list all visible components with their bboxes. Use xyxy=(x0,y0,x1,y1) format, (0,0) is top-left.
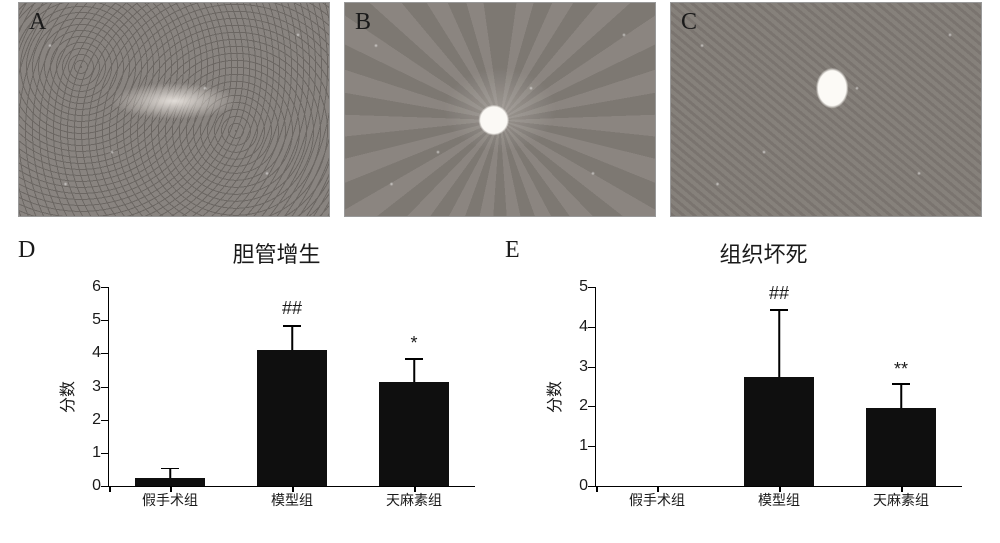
ytick-label: 5 xyxy=(92,311,101,329)
bar: ** xyxy=(866,408,937,486)
ytick xyxy=(101,453,109,454)
ytick-label: 4 xyxy=(579,318,588,336)
ytick xyxy=(101,320,109,321)
significance-annotation: * xyxy=(410,333,417,354)
ytick-label: 1 xyxy=(92,444,101,462)
ytick-label: 2 xyxy=(579,397,588,415)
xtick xyxy=(901,486,903,492)
error-bar xyxy=(169,469,171,477)
bar: * xyxy=(379,382,450,486)
micrograph-speckle xyxy=(19,3,329,216)
bar-slot: ##模型组 xyxy=(718,287,840,486)
micrograph-panel-a: A xyxy=(18,2,330,217)
chart-d-title: 胆管增生 xyxy=(58,237,495,269)
chart-d-area: 分数 假手术组##模型组*天麻素组 0123456 xyxy=(76,277,485,517)
ytick-label: 0 xyxy=(92,477,101,495)
error-cap xyxy=(892,383,910,385)
xtick xyxy=(414,486,416,492)
ytick xyxy=(101,387,109,388)
ytick xyxy=(101,287,109,288)
xtick xyxy=(657,486,659,492)
error-cap xyxy=(161,468,179,470)
bar: ## xyxy=(744,377,815,486)
error-bar xyxy=(291,327,293,350)
chart-d-block: D 胆管增生 分数 假手术组##模型组*天麻素组 0123456 xyxy=(18,237,495,517)
chart-e-area: 分数 假手术组##模型组**天麻素组 012345 xyxy=(563,277,972,517)
ytick xyxy=(588,327,596,328)
ytick xyxy=(588,446,596,447)
chart-d-ylabel: 分数 xyxy=(54,381,78,413)
ytick-label: 3 xyxy=(579,358,588,376)
significance-annotation: ** xyxy=(894,359,908,380)
error-cap xyxy=(770,309,788,311)
bar: ## xyxy=(257,350,328,486)
micrograph-speckle xyxy=(671,3,981,216)
error-bar xyxy=(778,311,780,377)
ytick-label: 4 xyxy=(92,344,101,362)
bar-slot: 假手术组 xyxy=(596,287,718,486)
xtick xyxy=(170,486,172,492)
xtick xyxy=(779,486,781,492)
x-category-label: 假手术组 xyxy=(629,490,685,510)
chart-e-ylabel: 分数 xyxy=(541,381,565,413)
error-cap xyxy=(405,358,423,360)
chart-d-plot: 假手术组##模型组*天麻素组 0123456 xyxy=(108,287,475,487)
ytick xyxy=(101,486,109,487)
ytick-label: 1 xyxy=(579,437,588,455)
micrograph-panel-c: C xyxy=(670,2,982,217)
ytick xyxy=(588,486,596,487)
x-category-label: 假手术组 xyxy=(142,490,198,510)
x-category-label: 天麻素组 xyxy=(873,490,929,510)
panel-label-d: D xyxy=(18,237,35,264)
micrograph-panel-b: B xyxy=(344,2,656,217)
error-bar xyxy=(413,360,415,382)
ytick xyxy=(588,287,596,288)
ytick xyxy=(101,353,109,354)
micrograph-row: A B C xyxy=(0,0,1000,217)
xtick xyxy=(109,486,111,492)
bar xyxy=(135,478,206,486)
chart-row: D 胆管增生 分数 假手术组##模型组*天麻素组 0123456 E 组织坏死 … xyxy=(0,217,1000,517)
micrograph-speckle xyxy=(345,3,655,216)
chart-e-bars: 假手术组##模型组**天麻素组 xyxy=(596,287,962,486)
ytick xyxy=(588,406,596,407)
panel-label-a: A xyxy=(29,9,46,36)
ytick-label: 5 xyxy=(579,278,588,296)
bar-slot: **天麻素组 xyxy=(840,287,962,486)
xtick xyxy=(596,486,598,492)
x-category-label: 模型组 xyxy=(758,490,800,510)
bar-slot: *天麻素组 xyxy=(353,287,475,486)
panel-label-e: E xyxy=(505,237,520,264)
xtick xyxy=(292,486,294,492)
ytick-label: 6 xyxy=(92,278,101,296)
significance-annotation: ## xyxy=(769,283,789,304)
error-cap xyxy=(283,325,301,327)
x-category-label: 天麻素组 xyxy=(386,490,442,510)
error-bar xyxy=(900,385,902,409)
ytick-label: 2 xyxy=(92,411,101,429)
x-category-label: 模型组 xyxy=(271,490,313,510)
chart-e-title: 组织坏死 xyxy=(545,237,982,269)
chart-e-block: E 组织坏死 分数 假手术组##模型组**天麻素组 012345 xyxy=(505,237,982,517)
bar-slot: 假手术组 xyxy=(109,287,231,486)
bar-slot: ##模型组 xyxy=(231,287,353,486)
chart-e-plot: 假手术组##模型组**天麻素组 012345 xyxy=(595,287,962,487)
panel-label-b: B xyxy=(355,9,371,36)
ytick-label: 3 xyxy=(92,378,101,396)
chart-d-bars: 假手术组##模型组*天麻素组 xyxy=(109,287,475,486)
ytick-label: 0 xyxy=(579,477,588,495)
ytick xyxy=(101,420,109,421)
panel-label-c: C xyxy=(681,9,697,36)
significance-annotation: ## xyxy=(282,298,302,319)
ytick xyxy=(588,367,596,368)
